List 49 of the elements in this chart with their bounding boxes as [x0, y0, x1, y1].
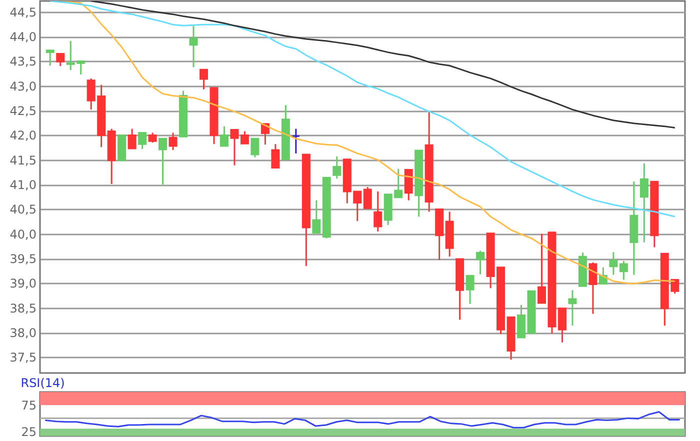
y-tick-label: 38,5 — [10, 301, 36, 316]
y-tick-label: 42,5 — [10, 104, 36, 118]
candlestick — [312, 200, 321, 234]
candlestick — [138, 132, 147, 150]
y-tick-label: 37,5 — [10, 350, 36, 365]
candlestick — [56, 53, 65, 67]
candlestick — [609, 251, 618, 276]
candlestick — [230, 129, 239, 166]
candlestick — [558, 308, 566, 344]
candlestick — [148, 132, 157, 144]
y-tick-label: 43,5 — [10, 54, 36, 69]
candlestick — [128, 128, 136, 150]
y-tick-label: 42,0 — [10, 128, 36, 143]
line-series — [49, 1, 676, 218]
candlestick — [640, 162, 648, 244]
candlestick — [168, 132, 178, 151]
line-series — [44, 411, 681, 428]
chart-title: RSI(14) — [20, 376, 65, 390]
candlestick — [220, 126, 228, 147]
candlestick — [404, 168, 413, 202]
candlestick — [568, 289, 577, 326]
y-tick-label: 39,0 — [10, 276, 36, 291]
y-tick-label: 75 — [21, 398, 36, 413]
candlestick — [200, 68, 208, 90]
y-tick-label: 41,0 — [10, 178, 36, 192]
candlestick — [271, 143, 280, 169]
y-tick-label: 44,0 — [10, 30, 36, 44]
candlestick — [619, 260, 628, 281]
candlestick — [240, 130, 249, 144]
candlestick — [466, 275, 474, 305]
line-series — [90, 1, 676, 129]
candlestick — [588, 262, 598, 315]
y-tick-label: 41,5 — [10, 153, 36, 168]
y-tick-label: 25 — [21, 424, 36, 439]
candlestick — [476, 250, 485, 276]
candlestick — [363, 186, 372, 209]
candlestick — [189, 24, 198, 68]
y-tick-label: 40,5 — [10, 202, 36, 217]
y-tick-label: 40,0 — [10, 227, 36, 242]
y-tick-label: 39,5 — [10, 252, 36, 266]
candlestick — [250, 138, 260, 158]
candlestick — [292, 128, 300, 154]
candlestick — [158, 138, 168, 186]
candlestick — [46, 50, 54, 66]
y-tick-label: 44,5 — [10, 5, 36, 20]
candlestick — [374, 190, 382, 232]
y-tick-label: 43,0 — [10, 79, 36, 94]
candlestick — [332, 156, 342, 180]
y-tick-label: 38,0 — [10, 326, 36, 340]
